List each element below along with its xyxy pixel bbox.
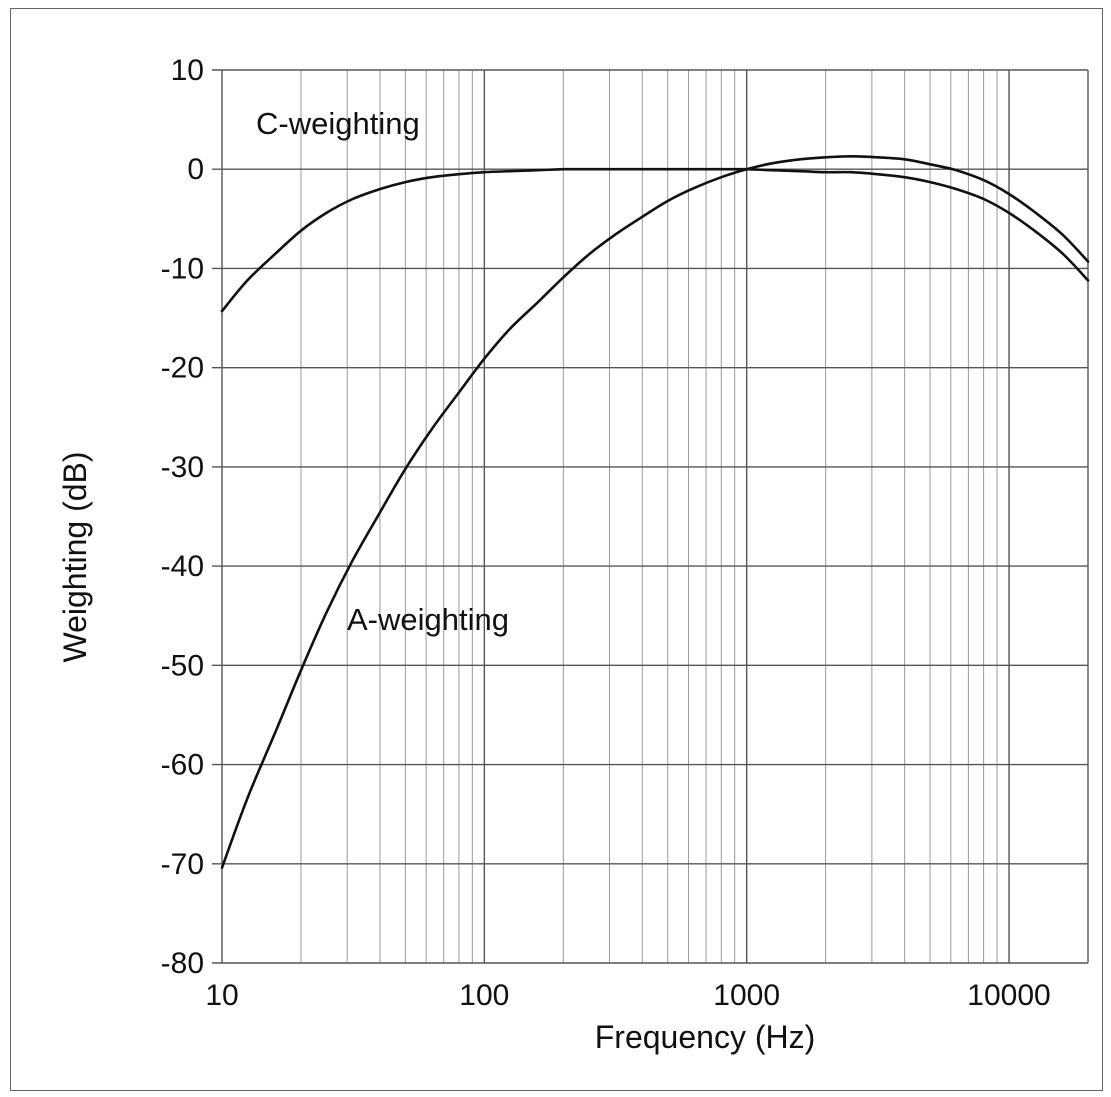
major-grid	[212, 69, 1089, 964]
series-layer	[220, 155, 1090, 869]
y-axis-label: Weighting (dB)	[57, 451, 93, 662]
x-tick-label: 1000	[713, 979, 780, 1012]
x-axis-label: Frequency (Hz)	[595, 1019, 816, 1055]
y-tick-label: -20	[161, 352, 204, 385]
y-tick-label: -50	[161, 649, 204, 682]
series-line-a-weighting	[220, 155, 1090, 869]
y-tick-label: -10	[161, 252, 204, 285]
y-tick-label: -70	[161, 848, 204, 881]
x-tick-label: 100	[459, 979, 509, 1012]
series-label-a-weighting: A-weighting	[347, 602, 509, 637]
series-label-c-weighting: C-weighting	[256, 106, 420, 141]
series-line-c-weighting	[220, 167, 1090, 313]
y-tick-label: -60	[161, 749, 204, 782]
y-tick-labels: 10 0 -10 -20 -30 -40 -50 -60 -70 -80	[161, 54, 204, 980]
y-tick-label: 10	[171, 54, 204, 87]
y-tick-label: 0	[187, 153, 204, 186]
x-tick-label: 10000	[967, 979, 1050, 1012]
chart-frame	[10, 8, 1103, 1091]
y-tick-label: -40	[161, 550, 204, 583]
x-tick-labels: 10 100 1000 10000	[205, 979, 1050, 1012]
x-tick-label: 10	[205, 979, 238, 1012]
minor-grid	[300, 70, 1089, 963]
y-tick-label: -30	[161, 451, 204, 484]
y-tick-label: -80	[161, 947, 204, 980]
